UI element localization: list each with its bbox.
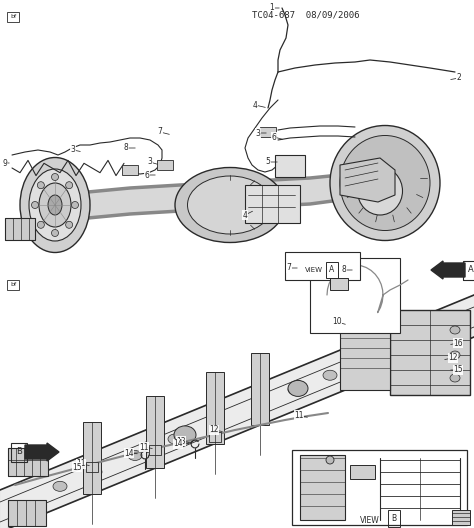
Text: B: B — [392, 514, 397, 523]
Text: 4: 4 — [243, 211, 247, 220]
Text: 4: 4 — [253, 100, 257, 109]
Text: 16: 16 — [453, 338, 463, 347]
Ellipse shape — [29, 169, 81, 241]
Text: 7: 7 — [157, 127, 163, 137]
Ellipse shape — [403, 337, 417, 347]
Text: 5: 5 — [265, 157, 271, 166]
Polygon shape — [340, 158, 395, 202]
FancyArrow shape — [25, 443, 59, 461]
Text: A: A — [329, 266, 335, 275]
Ellipse shape — [188, 176, 273, 234]
Bar — [260, 127, 276, 137]
Bar — [122, 165, 138, 175]
Text: 3: 3 — [71, 146, 75, 155]
Bar — [157, 160, 173, 170]
Bar — [245, 185, 300, 223]
Ellipse shape — [326, 456, 334, 464]
Ellipse shape — [253, 399, 267, 409]
Bar — [251, 353, 269, 425]
Bar — [300, 455, 345, 520]
Circle shape — [37, 221, 45, 228]
Text: 14: 14 — [173, 439, 183, 448]
Ellipse shape — [20, 157, 90, 252]
Bar — [310, 258, 400, 333]
Ellipse shape — [39, 183, 71, 227]
Circle shape — [72, 202, 79, 209]
Bar — [390, 310, 470, 395]
Circle shape — [31, 202, 38, 209]
Ellipse shape — [340, 136, 430, 231]
Ellipse shape — [357, 167, 402, 215]
Ellipse shape — [330, 126, 440, 240]
Ellipse shape — [450, 326, 460, 334]
Ellipse shape — [323, 370, 337, 380]
Bar — [292, 450, 467, 525]
Polygon shape — [88, 175, 340, 218]
Ellipse shape — [168, 434, 182, 444]
Bar — [330, 278, 348, 290]
Circle shape — [52, 230, 58, 237]
Ellipse shape — [175, 167, 285, 242]
Text: bf: bf — [10, 14, 16, 19]
Text: 6: 6 — [272, 133, 276, 142]
Circle shape — [65, 221, 73, 228]
Ellipse shape — [88, 467, 102, 477]
Text: 3: 3 — [147, 157, 153, 166]
Ellipse shape — [363, 354, 377, 364]
Text: bf: bf — [10, 282, 16, 287]
Ellipse shape — [288, 380, 308, 397]
Bar — [146, 396, 164, 468]
Circle shape — [65, 182, 73, 188]
Bar — [340, 315, 390, 390]
Bar — [86, 462, 98, 472]
Text: 8: 8 — [342, 266, 346, 275]
Bar — [8, 500, 46, 526]
Ellipse shape — [174, 426, 196, 444]
Circle shape — [52, 174, 58, 181]
Ellipse shape — [53, 482, 67, 492]
Bar — [83, 422, 101, 494]
Text: 11: 11 — [139, 442, 149, 451]
Ellipse shape — [450, 374, 460, 382]
Bar — [209, 432, 221, 442]
Ellipse shape — [48, 195, 62, 215]
Text: 13: 13 — [176, 437, 186, 446]
Ellipse shape — [208, 418, 222, 428]
Text: 12: 12 — [448, 354, 458, 363]
Text: 6: 6 — [145, 171, 149, 180]
Text: 15: 15 — [72, 463, 82, 472]
Text: 8: 8 — [124, 144, 128, 153]
Text: 15: 15 — [453, 365, 463, 374]
Text: 11: 11 — [76, 459, 86, 468]
Text: 11: 11 — [294, 410, 304, 420]
Text: A: A — [468, 266, 474, 275]
Text: 2: 2 — [456, 73, 461, 82]
Text: 7: 7 — [287, 263, 292, 272]
Text: B: B — [16, 448, 22, 457]
Bar — [275, 155, 305, 177]
Text: 14: 14 — [124, 448, 134, 457]
Text: 3: 3 — [255, 128, 260, 137]
Bar — [350, 465, 375, 479]
Ellipse shape — [288, 384, 302, 394]
Text: 12: 12 — [209, 426, 219, 435]
Bar — [8, 448, 48, 476]
FancyArrow shape — [431, 261, 465, 279]
Bar — [149, 445, 161, 455]
Text: TC04-687  08/09/2006: TC04-687 08/09/2006 — [252, 10, 359, 19]
Text: 10: 10 — [332, 317, 342, 326]
Bar — [5, 218, 35, 240]
Bar — [285, 252, 360, 280]
Text: 1: 1 — [270, 4, 274, 13]
Text: VIEW: VIEW — [305, 267, 323, 273]
Circle shape — [37, 182, 45, 188]
Ellipse shape — [438, 323, 452, 333]
Text: 9: 9 — [2, 158, 8, 167]
Bar — [206, 372, 224, 444]
Text: VIEW: VIEW — [360, 516, 380, 525]
Ellipse shape — [128, 450, 142, 460]
Ellipse shape — [450, 351, 460, 359]
Bar — [452, 510, 470, 525]
